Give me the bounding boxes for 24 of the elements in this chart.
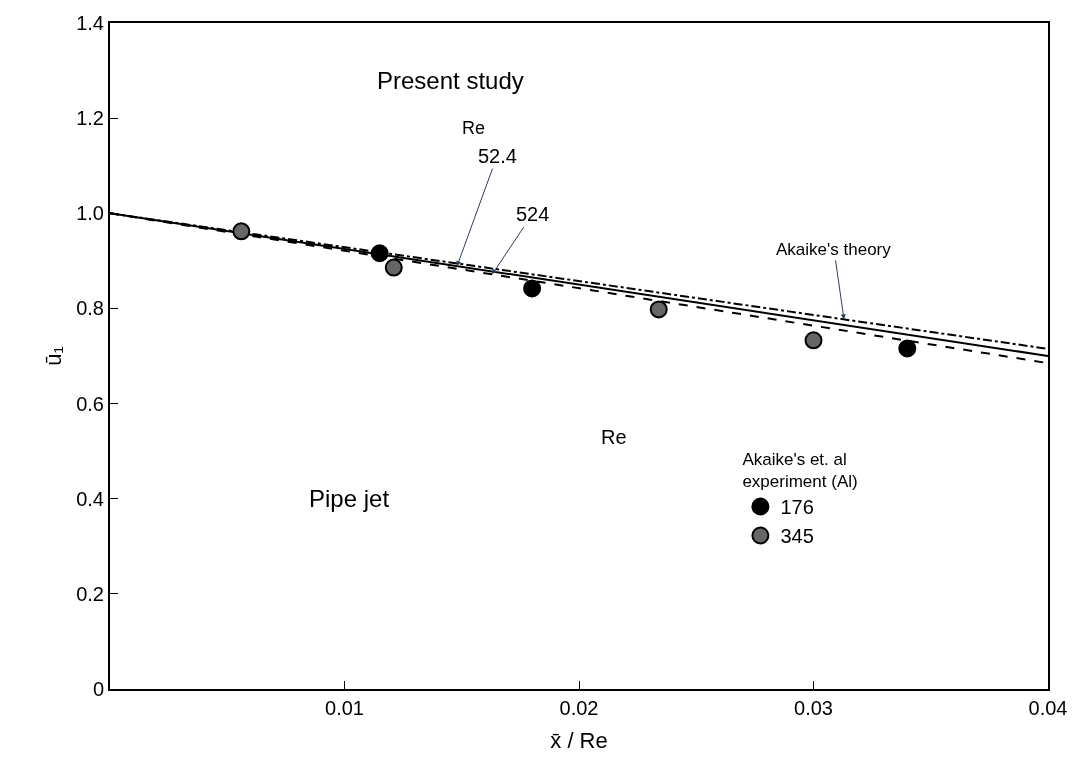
y-tick-label: 0.6 (76, 392, 104, 415)
x-tick-label: 0.03 (794, 697, 833, 719)
y-tick-label: 1.2 (76, 107, 104, 130)
y-tick-label: 0.2 (76, 582, 104, 605)
text: Akaike's theory (776, 240, 892, 259)
y-tick-label: 0 (92, 678, 104, 700)
legend-label: 176 (780, 496, 814, 519)
x-tick-label: 0.02 (559, 697, 599, 719)
text: 524 (516, 203, 550, 225)
y-axis-title: ū₁ (41, 346, 67, 366)
annotation: Re (601, 426, 627, 448)
annotation: Re (462, 118, 486, 138)
y-tick-label: 1.4 (76, 12, 104, 34)
y-tick-label: 1.0 (76, 202, 104, 225)
x-axis-title: x̄ / Re (550, 728, 608, 754)
x-tick-label: 0.01 (325, 697, 364, 719)
legend-label: 345 (780, 525, 814, 548)
annotation: Present study (377, 67, 524, 94)
legend-title: Akaike's et. al experiment (Al) (742, 449, 858, 491)
x-tick-label: 0.04 (1028, 697, 1068, 719)
y-tick-label: 0.4 (76, 487, 104, 510)
annotation: Pipe jet (309, 485, 390, 512)
text: 52.4 (478, 145, 517, 167)
y-tick-label: 0.8 (76, 297, 104, 320)
